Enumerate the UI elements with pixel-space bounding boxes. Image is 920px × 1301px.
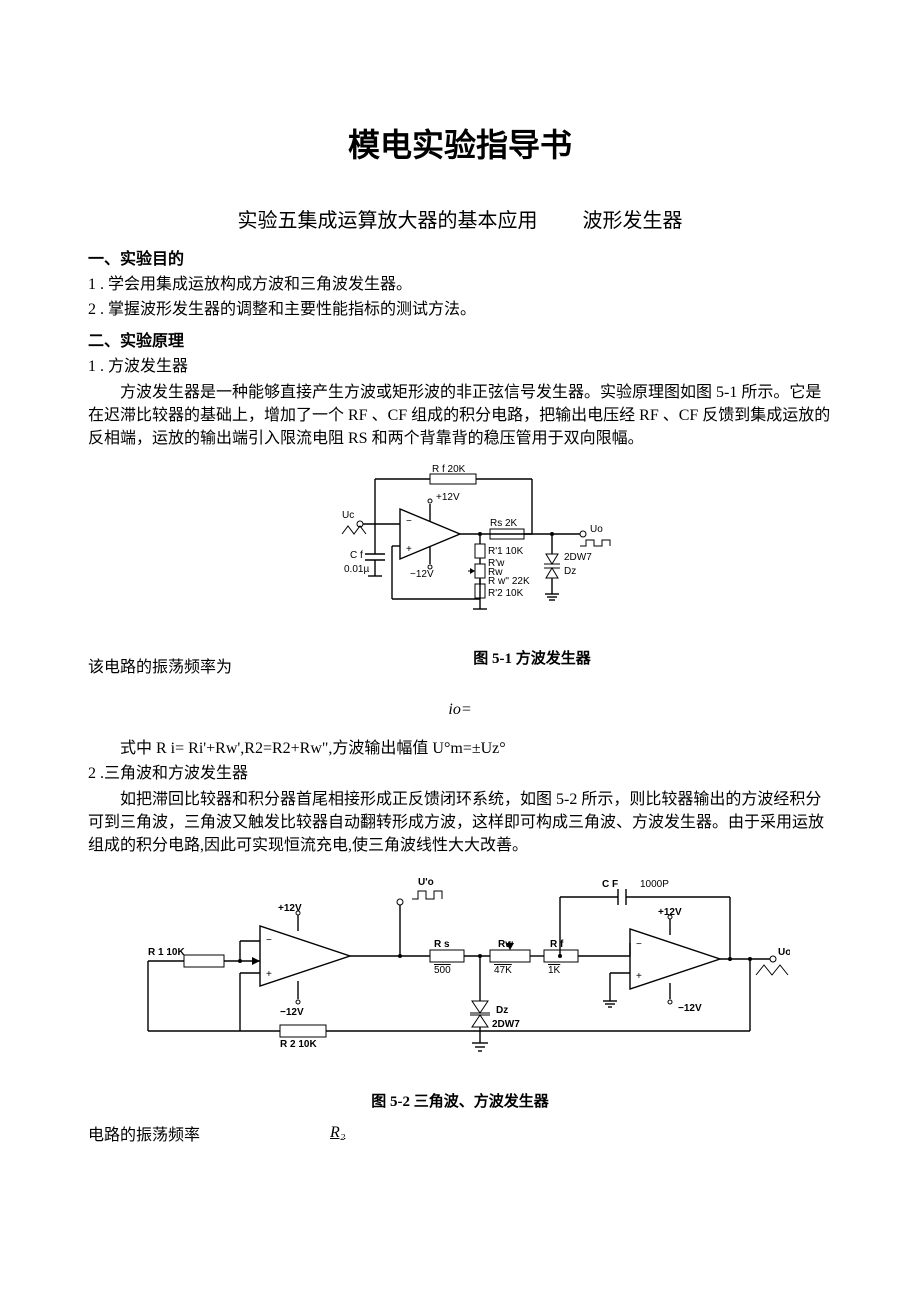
- label-zdw: 2DW7: [564, 552, 592, 563]
- sec1-item1: 1 . 学会用集成运放构成方波和三角波发生器。: [88, 273, 832, 296]
- label-vminus-a: −12V: [280, 1007, 304, 1018]
- label-rw2: Rw: [498, 939, 513, 950]
- svg-text:−: −: [406, 516, 412, 527]
- osc-freq-label-1: 该电路的振荡频率为: [88, 653, 232, 677]
- label-vplus: +12V: [436, 492, 460, 503]
- label-r1p: R'1 10K: [488, 546, 524, 557]
- experiment-subtitle: 波形发生器: [583, 210, 683, 232]
- experiment-heading: 实验五集成运算放大器的基本应用 波形发生器: [88, 204, 832, 233]
- doc-title: 模电实验指导书: [88, 120, 832, 166]
- label-r2p: R'2 10K: [488, 588, 524, 599]
- circuit-5-2-svg: U'o C F 1000P +12V +12V R 1 10K: [130, 871, 790, 1081]
- svg-text:+: +: [636, 971, 642, 982]
- label-rwval: R w'' 22K: [488, 576, 530, 587]
- label-cf: C f: [350, 550, 363, 561]
- label-vminus-b: −12V: [678, 1003, 702, 1014]
- label-rf-val: 1K: [548, 965, 561, 976]
- label-rw-val: 47K: [494, 965, 512, 976]
- section-1-head: 一、实验目的: [88, 245, 832, 269]
- label-r1: R 1 10K: [148, 947, 185, 958]
- label-dz2: Dz: [496, 1005, 508, 1016]
- label-dz: Dz: [564, 566, 576, 577]
- formula-r2: R₂: [330, 1124, 345, 1142]
- label-zdw2: 2DW7: [492, 1019, 520, 1030]
- formula-text: 式中 R i= Ri'+Rw',R2=R2+Rw",方波输出幅值 U°m=±Uz…: [88, 737, 832, 760]
- label-rs-val: 500: [434, 965, 451, 976]
- label-vminus: −12V: [410, 569, 434, 580]
- label-cf-val: 0.01µ: [344, 564, 369, 575]
- label-rs2: R s: [434, 939, 450, 950]
- label-cf2: C F: [602, 879, 618, 890]
- svg-text:−: −: [266, 935, 272, 946]
- page: 模电实验指导书 实验五集成运算放大器的基本应用 波形发生器 一、实验目的 1 .…: [0, 0, 920, 1215]
- label-rs: Rs 2K: [490, 518, 518, 529]
- label-r2: R 2 10K: [280, 1039, 317, 1050]
- label-uc: Uc: [342, 510, 354, 521]
- svg-text:−: −: [636, 939, 642, 950]
- fig1-caption: 图 5-1 方波发生器: [232, 647, 832, 668]
- sec2-para1: 方波发生器是一种能够直接产生方波或矩形波的非正弦信号发生器。实验原理图如图 5-…: [88, 381, 832, 451]
- formula-io: io=: [88, 701, 832, 719]
- label-uo2: Uo: [778, 947, 790, 958]
- section-2-head: 二、实验原理: [88, 327, 832, 351]
- sec2-item2-head: 2 .三角波和方波发生器: [88, 762, 832, 785]
- label-rf: R f 20K: [432, 464, 466, 475]
- circuit-5-1-svg: R f 20K Uc C f 0.01µ − + +12V: [280, 464, 640, 634]
- svg-text:+: +: [266, 969, 272, 980]
- sec1-item2: 2 . 掌握波形发生器的调整和主要性能指标的测试方法。: [88, 298, 832, 321]
- label-rf2: R f: [550, 939, 564, 950]
- label-uo-p: U'o: [418, 877, 434, 888]
- experiment-title: 实验五集成运算放大器的基本应用: [238, 210, 538, 232]
- osc-freq-label-2: 电路的振荡频率: [88, 1121, 200, 1145]
- fig2-caption: 图 5-2 三角波、方波发生器: [88, 1090, 832, 1111]
- label-cf2-val: 1000P: [640, 879, 669, 890]
- svg-text:+: +: [406, 544, 412, 555]
- sec2-item1-head: 1 . 方波发生器: [88, 355, 832, 378]
- sec2-para2: 如把滞回比较器和积分器首尾相接形成正反馈闭环系统，如图 5-2 所示，则比较器输…: [88, 788, 832, 858]
- osc-freq-row-2: 电路的振荡频率 R₂: [88, 1121, 832, 1145]
- figure-5-2: U'o C F 1000P +12V +12V R 1 10K: [88, 871, 832, 1111]
- figure-5-1: R f 20K Uc C f 0.01µ − + +12V: [88, 464, 832, 639]
- label-uo: Uo: [590, 524, 603, 535]
